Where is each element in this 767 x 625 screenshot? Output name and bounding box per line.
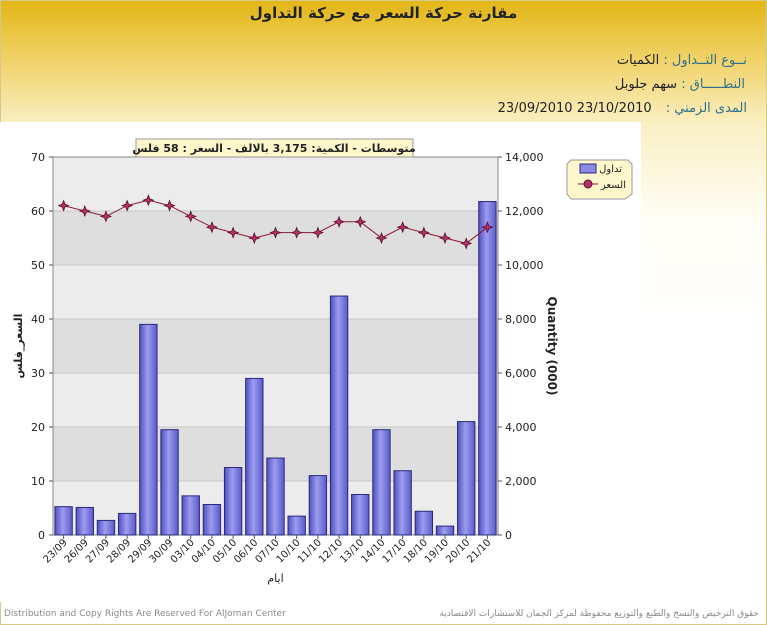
x-axis-title: ايام [267, 572, 283, 585]
right-tick-label: 2,000 [505, 475, 537, 488]
plot-band [53, 157, 498, 211]
volume-bar [139, 323, 158, 536]
left-tick-label: 60 [31, 205, 45, 218]
volume-bar [245, 377, 264, 536]
volume-bar [308, 475, 328, 536]
price-point [481, 221, 494, 234]
scope-label: النطـــــاق : [681, 77, 745, 92]
volume-bar [266, 457, 285, 536]
price-point [99, 210, 113, 223]
plot-band [53, 373, 498, 427]
legend-label-price: السعر [600, 180, 626, 191]
right-axis-title: Quantity (000) [545, 297, 559, 396]
volume-bar [287, 515, 306, 536]
legend-marker-price [583, 179, 593, 189]
right-tick-label: 12,000 [505, 205, 544, 218]
period-label: المدى الزمني : [665, 101, 747, 116]
chart-panel: 0 10 20 30 40 50 60 70 0 2,000 4,000 6,000 8,000 10,0… [0, 122, 641, 602]
left-tick-label: 30 [31, 367, 45, 380]
plot-band [53, 319, 498, 373]
left-tick-label: 50 [31, 259, 45, 272]
right-tick-label: 6,000 [505, 367, 537, 380]
trade-type-row: نــوع التــداول : الكميات [617, 53, 747, 68]
price-point [269, 226, 282, 239]
price-point [57, 199, 70, 212]
price-point [290, 226, 303, 239]
volume-bar [54, 506, 73, 536]
volume-bar [160, 429, 179, 536]
footer-copyright-ar: حقوق الترخيص والنسخ والطبع والتوزيع محفو… [439, 609, 759, 619]
legend-swatch-volume [579, 163, 597, 174]
price-point [78, 204, 91, 218]
right-tick-label: 8,000 [505, 313, 537, 326]
volume-bar [117, 512, 137, 536]
volume-bar [96, 519, 116, 536]
average-annotation: متوسطات - الكمية: 3,175 بالالف - السعر :… [132, 142, 415, 155]
volume-bar [351, 494, 370, 536]
volume-bar [181, 495, 200, 536]
right-tick-label: 4,000 [505, 421, 537, 434]
left-tick-label: 20 [31, 421, 45, 434]
price-point [375, 231, 388, 245]
scope-value: سهم جلوبل [614, 77, 678, 92]
average-annotation-box [135, 138, 414, 158]
volume-bar [75, 506, 94, 536]
price-point [396, 221, 409, 234]
price-point [311, 226, 324, 239]
volume-bar [435, 525, 455, 536]
price-point [142, 194, 155, 207]
price-point [184, 210, 197, 223]
left-tick-label: 40 [31, 313, 45, 326]
price-point [460, 237, 473, 250]
right-tick-label: 0 [505, 529, 512, 542]
price-point [205, 221, 219, 234]
period-row: المدى الزمني : 23/10/2010 23/09/2010 [498, 101, 747, 116]
volume-bar [329, 295, 349, 536]
price-point [417, 226, 430, 239]
legend-label-volume: تداول [599, 164, 622, 175]
trade-type-value: الكميات [616, 53, 660, 68]
left-tick-label: 10 [31, 475, 45, 488]
left-axis-title: السعر_فلس [12, 314, 25, 379]
trade-type-label: نــوع التــداول : [663, 53, 747, 68]
right-tick-label: 14,000 [505, 151, 544, 164]
footer-copyright-en: Distribution and Copy Rights Are Reserve… [4, 609, 286, 619]
price-point [354, 215, 367, 228]
price-point [438, 231, 452, 245]
volume-bar [393, 470, 412, 536]
left-tick-label: 0 [38, 529, 45, 542]
right-tick-label: 10,000 [505, 259, 544, 272]
scope-row: النطـــــاق : سهم جلوبل [615, 77, 745, 92]
price-point [248, 231, 261, 245]
price-point [163, 199, 176, 212]
volume-bar [372, 429, 391, 536]
price-point [121, 199, 134, 212]
x-tick-label: 21/10 [465, 537, 493, 565]
left-tick-label: 70 [31, 151, 45, 164]
volume-bar [414, 510, 434, 536]
plot-band [53, 265, 498, 319]
price-volume-chart: 0 10 20 30 40 50 60 70 0 2,000 4,000 6,000 8,000 10,0… [12, 138, 633, 585]
price-point [227, 226, 240, 239]
period-value: 23/10/2010 23/09/2010 [497, 101, 652, 116]
volume-bar [223, 467, 243, 536]
volume-bar [457, 421, 476, 536]
page-title: مقارنة حركة السعر مع حركة التداول [249, 4, 518, 22]
price-point [332, 215, 346, 228]
volume-bar [202, 503, 222, 536]
volume-bar [478, 201, 497, 536]
